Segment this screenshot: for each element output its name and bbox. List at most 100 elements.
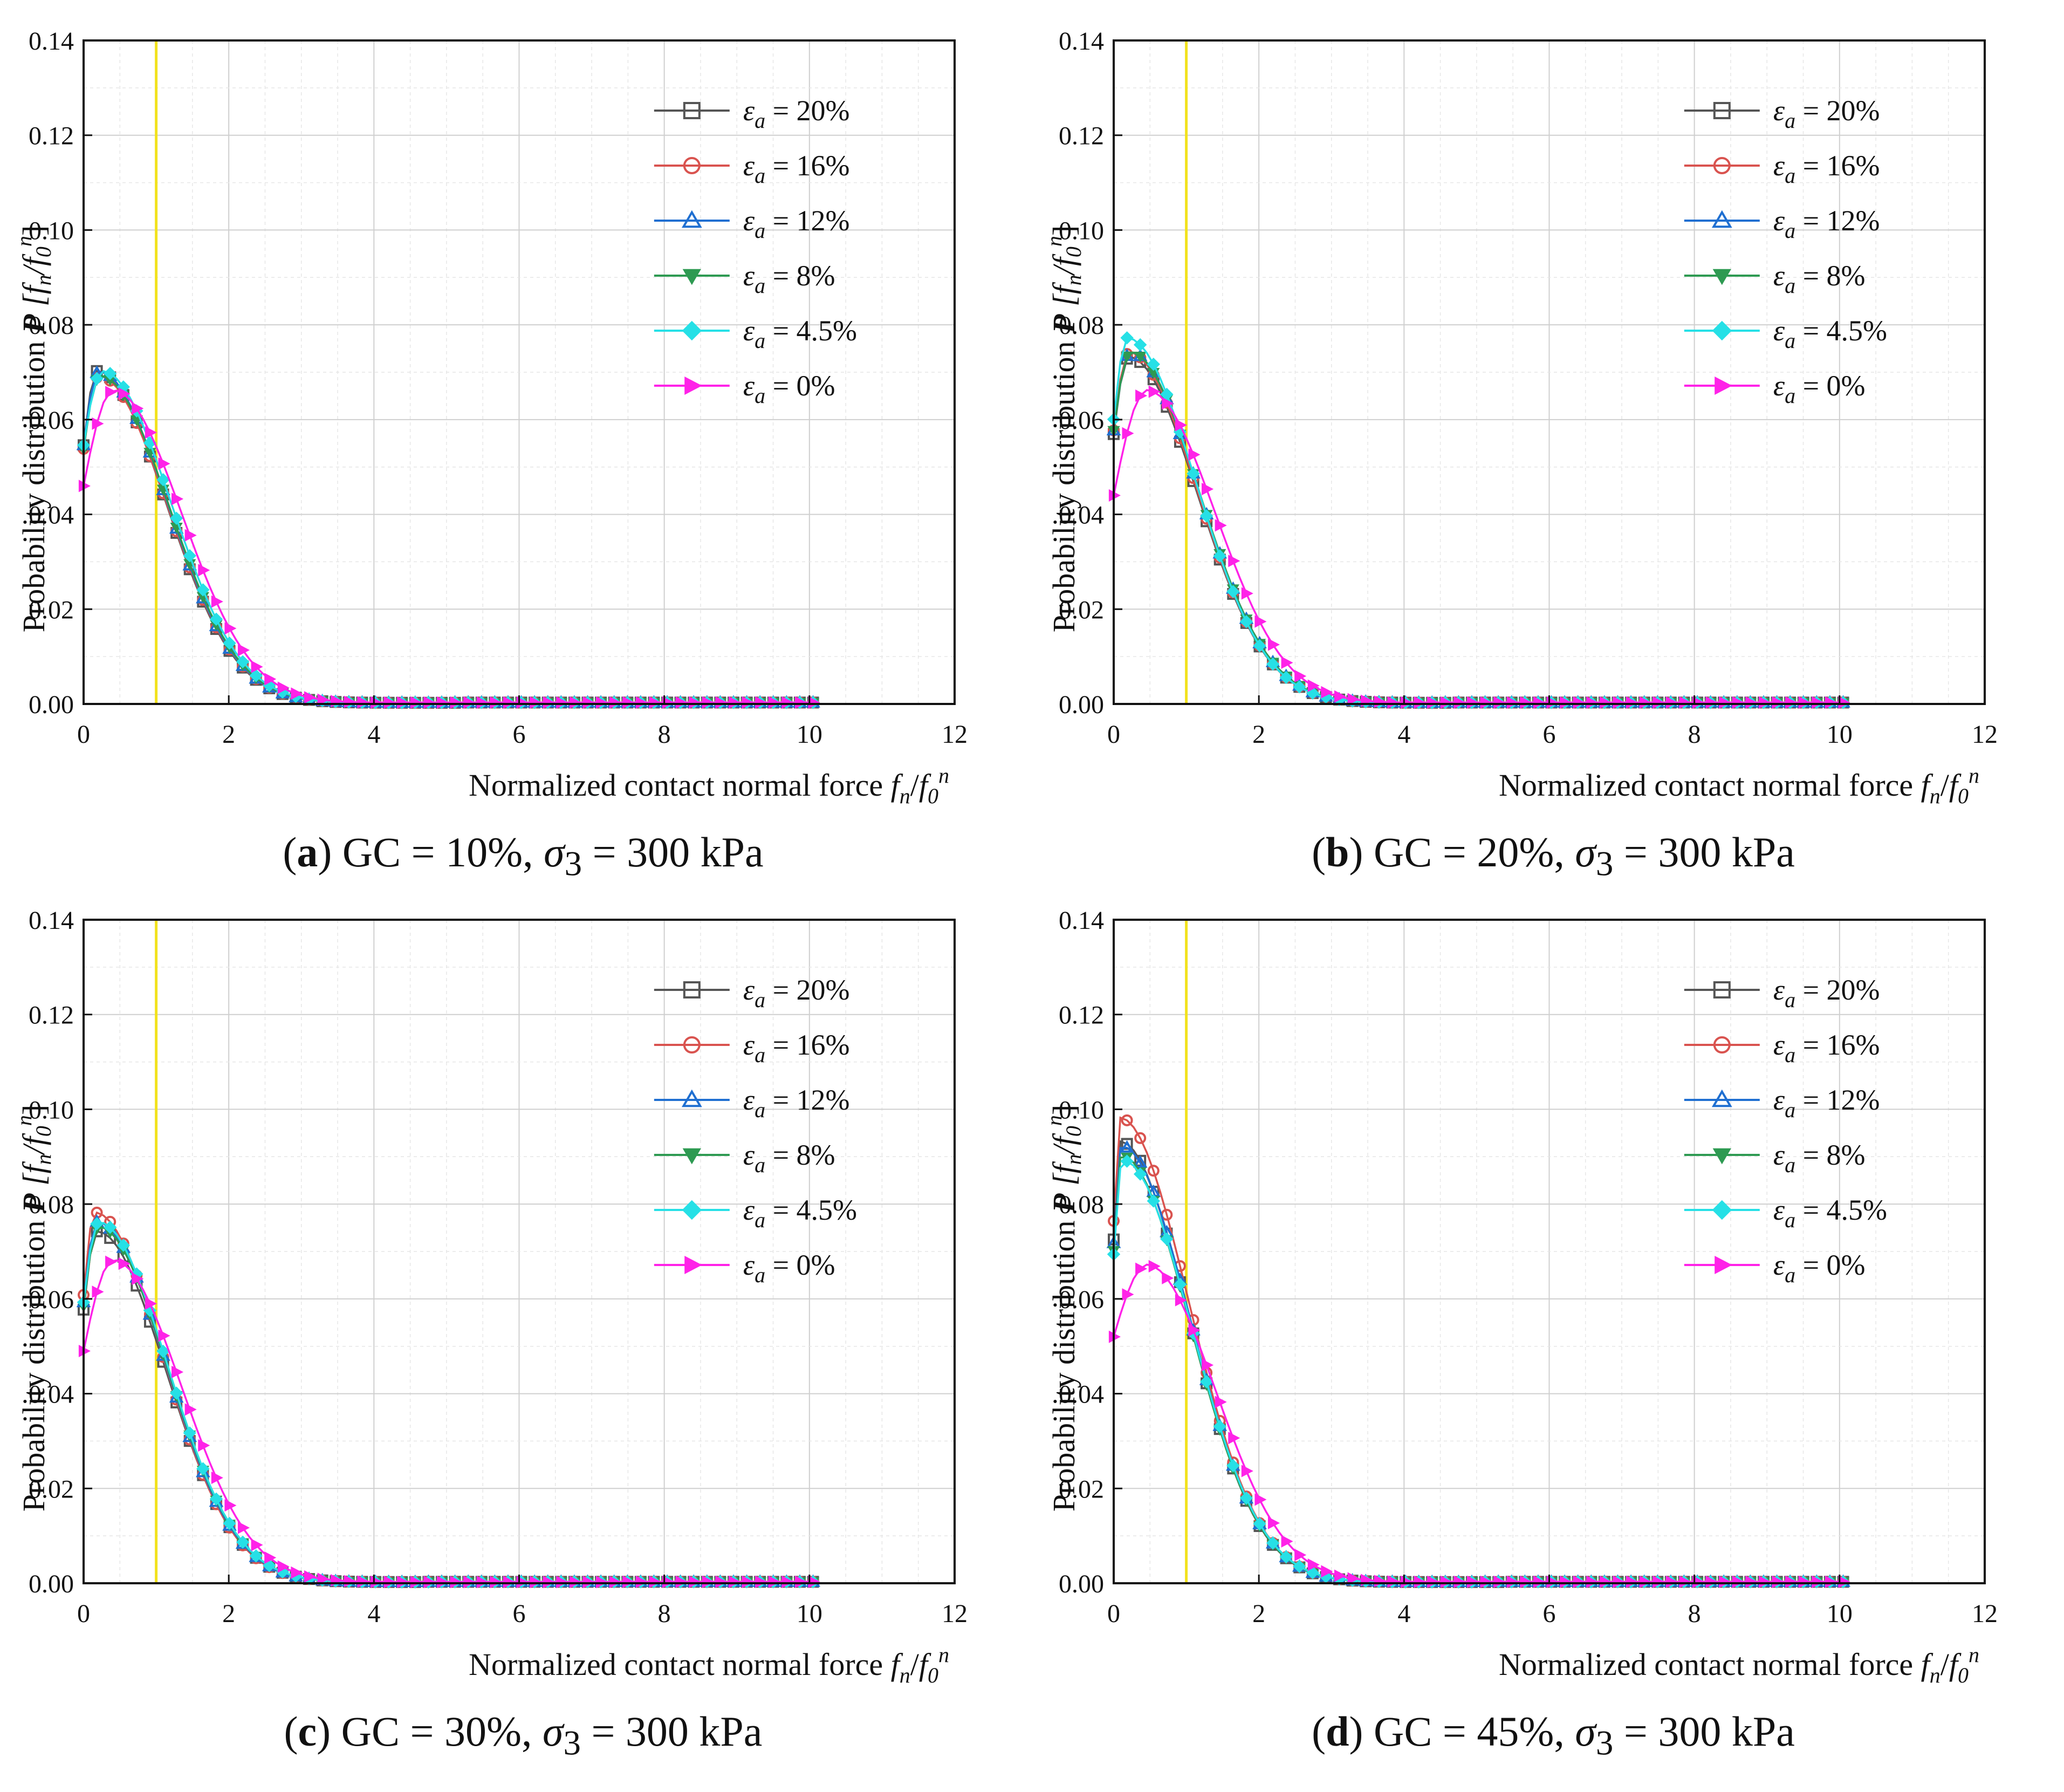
legend-marker xyxy=(683,102,701,119)
data-point xyxy=(728,1575,740,1588)
data-point xyxy=(410,696,422,709)
data-point xyxy=(582,1576,595,1589)
y-tick-label: 0.12 xyxy=(1059,122,1104,151)
data-point xyxy=(649,1575,661,1588)
legend-label: εa = 16% xyxy=(743,149,850,188)
label-part: n xyxy=(1042,1115,1066,1126)
data-point xyxy=(1745,1575,1758,1588)
legend-marker xyxy=(683,157,701,174)
label-part: Probability distribution xyxy=(1046,1213,1081,1511)
legend-marker xyxy=(1712,1148,1731,1165)
data-point xyxy=(622,1575,635,1588)
data-point xyxy=(1506,696,1519,709)
label-part: ε xyxy=(1773,204,1785,237)
label-part: a xyxy=(1785,108,1795,133)
data-point xyxy=(622,696,635,709)
data-point xyxy=(1560,696,1572,709)
label-part: ε xyxy=(1773,259,1785,292)
data-point xyxy=(1626,696,1638,709)
label-part: 0 xyxy=(1061,247,1086,257)
legend: εa = 20%εa = 16%εa = 12%εa = 8%εa = 4.5%… xyxy=(654,974,857,1287)
chart-panel-b: 0 2 4 6 8 10 12 0.00 0.02 0.04 0.06 0.08 0.10 0.12 0.1… xyxy=(1041,11,2064,895)
label-part: /f xyxy=(1046,254,1081,276)
data-point xyxy=(1387,696,1400,709)
data-point xyxy=(1453,696,1466,709)
legend-marker xyxy=(1713,102,1731,119)
data-point xyxy=(1199,1375,1213,1389)
label-part: = 8% xyxy=(1795,259,1865,292)
data-point xyxy=(1307,679,1320,692)
chart-svg-b: 0 2 4 6 8 10 12 0.00 0.02 0.04 0.06 0.08 0.10 0.12 0.1… xyxy=(1042,27,1998,808)
data-point xyxy=(1279,671,1293,685)
y-tick-label: 0.02 xyxy=(1059,596,1104,624)
y-tick-label: 0.10 xyxy=(1059,1096,1104,1124)
label-part: = 8% xyxy=(1795,1139,1865,1171)
series-line xyxy=(83,389,813,704)
data-point xyxy=(1228,555,1240,567)
label-part: n xyxy=(900,1663,910,1687)
series-4 xyxy=(1107,1154,1850,1589)
legend-label: εa = 12% xyxy=(1773,1084,1880,1122)
data-point xyxy=(264,1551,277,1564)
label-part: = 12% xyxy=(1795,204,1880,237)
data-point xyxy=(1692,1575,1705,1588)
label-part: = 4.5% xyxy=(765,314,857,347)
data-point xyxy=(675,1575,688,1588)
label-part: a xyxy=(755,988,765,1012)
series-line xyxy=(83,375,813,704)
y-tick-label: 0.02 xyxy=(29,1475,74,1503)
label-part: = 4.5% xyxy=(1795,314,1887,347)
x-axis-label: Normalized contact normal force fn/f0n xyxy=(1499,763,1979,808)
data-point xyxy=(1202,483,1214,496)
legend-label: εa = 8% xyxy=(743,1139,835,1177)
data-point xyxy=(1307,1558,1320,1571)
label-part: n xyxy=(1061,275,1086,285)
data-point xyxy=(1692,696,1705,709)
data-point xyxy=(715,1575,728,1588)
data-point xyxy=(1334,690,1347,703)
data-point xyxy=(1253,1517,1266,1530)
label-part: a xyxy=(1785,1098,1795,1122)
y-tick-label: 0.14 xyxy=(1059,906,1104,935)
data-point xyxy=(1213,549,1226,563)
label-part: n xyxy=(12,236,36,247)
data-point xyxy=(1133,1155,1148,1168)
data-point xyxy=(1120,1154,1134,1168)
data-point xyxy=(1228,1432,1240,1445)
label-part: = 12% xyxy=(1795,1084,1880,1116)
label-part: n xyxy=(1969,1643,1979,1667)
label-part: a xyxy=(755,163,765,188)
data-point xyxy=(609,1576,621,1589)
data-point xyxy=(1639,696,1651,709)
data-point xyxy=(781,696,794,709)
legend-label: εa = 12% xyxy=(1773,204,1880,243)
label-part: = 20% xyxy=(765,974,849,1006)
label-part: ε xyxy=(743,1029,755,1061)
label-part: ε xyxy=(743,1139,755,1171)
data-point xyxy=(423,696,436,709)
legend-marker xyxy=(1711,210,1732,228)
data-point xyxy=(304,1570,317,1583)
data-point xyxy=(755,696,767,709)
data-point xyxy=(249,1549,263,1563)
label-part: a xyxy=(1785,1043,1795,1067)
x-tick-label: 4 xyxy=(367,720,380,749)
label-part: a xyxy=(755,218,765,243)
label-part: n xyxy=(900,784,910,808)
legend-label: εa = 16% xyxy=(1773,1029,1880,1067)
y-tick-label: 0.06 xyxy=(1059,1285,1104,1314)
label-part: ε xyxy=(1773,314,1785,347)
data-point xyxy=(1122,1288,1134,1301)
data-point xyxy=(728,696,740,709)
legend-label: εa = 8% xyxy=(1773,1139,1866,1177)
data-point xyxy=(264,673,277,686)
x-tick-label: 4 xyxy=(1397,1599,1410,1628)
caption-a: (a) GC = 10%, σ3 = 300 kPa xyxy=(283,829,764,884)
data-point xyxy=(172,493,184,505)
label-part: = 0% xyxy=(1795,1249,1865,1281)
legend-marker xyxy=(684,376,702,395)
data-point xyxy=(1480,1575,1492,1588)
data-point xyxy=(742,1575,754,1588)
label-part: /f xyxy=(1046,1133,1081,1155)
label-part: Normalized contact normal force xyxy=(1499,768,1921,803)
